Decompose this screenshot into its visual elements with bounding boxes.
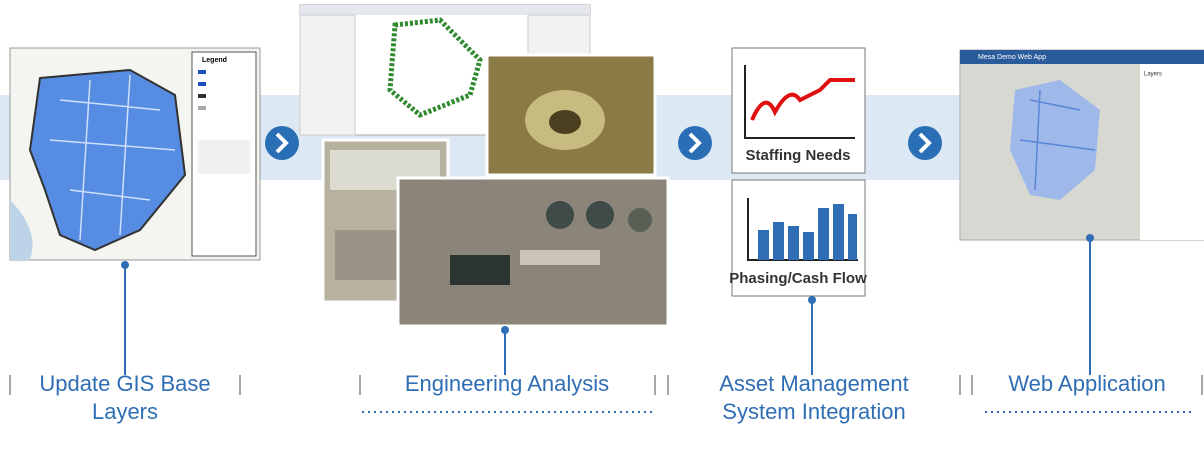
staffing-card: Staffing Needs	[732, 48, 865, 173]
step-label: Layers	[92, 399, 158, 424]
step-3-label: Asset Management System Integration	[668, 371, 960, 424]
arrow	[678, 126, 712, 160]
step-label: Asset Management	[719, 371, 909, 396]
arrow	[265, 126, 299, 160]
legend-title: Legend	[202, 57, 227, 64]
connector-dot	[501, 326, 509, 334]
gis-map: Legend	[10, 48, 260, 260]
panel-title: Layers	[1144, 72, 1162, 78]
workflow-diagram: Legend	[0, 0, 1204, 450]
card-title: Staffing Needs	[745, 147, 850, 164]
web-app-screenshot: Mesa Demo Web App Layers	[960, 50, 1204, 240]
step-label: Update GIS Base	[39, 371, 210, 396]
phasing-card: Phasing/Cash Flow	[729, 180, 867, 296]
step-1-label: Update GIS Base Layers	[10, 371, 240, 424]
app-title: Mesa Demo Web App	[978, 54, 1046, 61]
step-label: Engineering Analysis	[405, 371, 609, 396]
card-title: Phasing/Cash Flow	[729, 270, 867, 287]
step-label: Web Application	[1008, 371, 1165, 396]
pipe-photo	[487, 55, 655, 175]
step-label: System Integration	[722, 399, 905, 424]
connector-dot	[121, 261, 129, 269]
connector-dot	[1086, 234, 1094, 242]
step-4-label: Web Application	[972, 371, 1202, 412]
arrow	[908, 126, 942, 160]
step-2-label: Engineering Analysis	[360, 371, 655, 412]
aerial-photo	[398, 178, 668, 326]
connector-dot	[808, 296, 816, 304]
